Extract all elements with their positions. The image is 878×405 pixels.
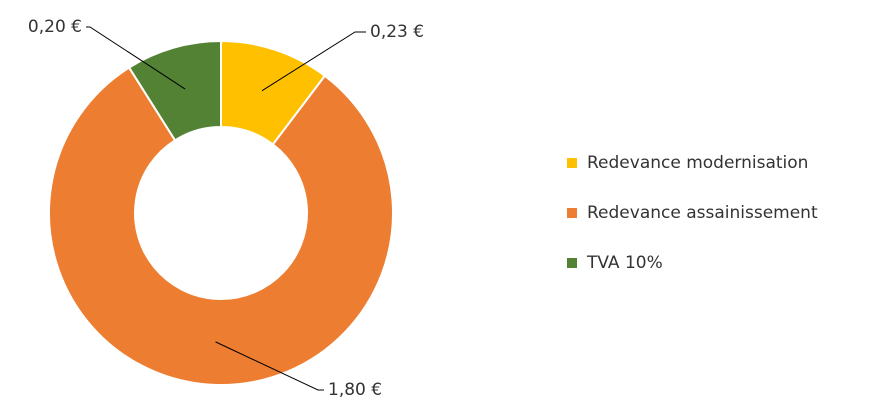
legend-label: Redevance assainissement bbox=[587, 203, 818, 223]
data-label: 0,20 € bbox=[28, 17, 82, 37]
leader-line bbox=[215, 341, 324, 391]
leader-line bbox=[261, 31, 366, 92]
slice bbox=[127, 39, 222, 142]
legend-label: TVA 10% bbox=[586, 253, 663, 273]
leader-line bbox=[86, 26, 186, 90]
legend-label: Redevance modernisation bbox=[587, 153, 808, 173]
legend-swatch bbox=[567, 208, 577, 218]
legend-swatch bbox=[567, 258, 577, 268]
data-label: 0,23 € bbox=[370, 22, 424, 42]
data-label: 1,80 € bbox=[328, 380, 382, 400]
slice bbox=[48, 66, 394, 386]
legend-swatch bbox=[567, 158, 577, 168]
